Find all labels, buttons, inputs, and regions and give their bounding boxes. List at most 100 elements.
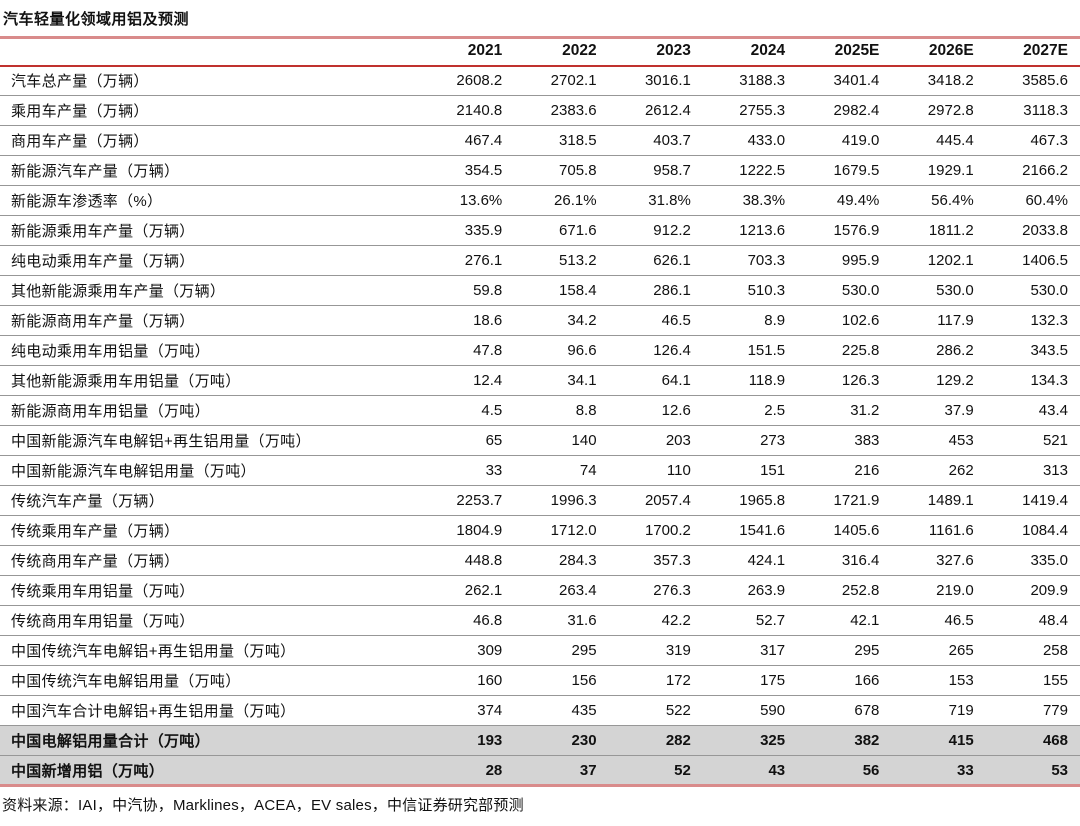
value-cell: 912.2 bbox=[608, 215, 703, 246]
value-cell: 273 bbox=[702, 425, 798, 456]
value-cell: 151.5 bbox=[702, 335, 798, 366]
table-row: 传统乘用车用铝量（万吨） 262.1 263.4 276.3 263.9 252.8 219… bbox=[0, 575, 1080, 606]
value-cell: 1804.9 bbox=[420, 515, 515, 546]
value-cell: 276.1 bbox=[420, 245, 515, 276]
value-cell: 1161.6 bbox=[891, 515, 986, 546]
row-label: 纯电动乘用车用铝量（万吨） bbox=[0, 335, 420, 366]
value-cell: 219.0 bbox=[891, 575, 986, 606]
value-cell: 33 bbox=[891, 755, 986, 786]
value-cell: 26.1% bbox=[514, 185, 609, 216]
value-cell: 1084.4 bbox=[985, 515, 1080, 546]
row-label: 传统汽车产量（万辆） bbox=[0, 485, 420, 516]
value-cell: 522 bbox=[608, 695, 703, 726]
value-cell: 42.2 bbox=[608, 605, 703, 636]
value-cell: 327.6 bbox=[891, 545, 986, 576]
value-cell: 53 bbox=[985, 755, 1080, 786]
value-cell: 8.8 bbox=[514, 395, 609, 426]
row-label: 新能源商用车用铝量（万吨） bbox=[0, 395, 420, 426]
value-cell: 678 bbox=[797, 695, 892, 726]
value-cell: 65 bbox=[420, 425, 515, 456]
value-cell: 958.7 bbox=[608, 155, 703, 186]
value-cell: 37 bbox=[514, 755, 609, 786]
year-header: 2027E bbox=[985, 37, 1080, 67]
row-label: 中国新增用铝（万吨） bbox=[0, 755, 420, 786]
value-cell: 309 bbox=[420, 635, 515, 666]
value-cell: 13.6% bbox=[420, 185, 515, 216]
row-label: 中国新能源汽车电解铝用量（万吨） bbox=[0, 455, 420, 486]
value-cell: 31.6 bbox=[514, 605, 609, 636]
value-cell: 1406.5 bbox=[985, 245, 1080, 276]
value-cell: 129.2 bbox=[891, 365, 986, 396]
value-cell: 2608.2 bbox=[420, 65, 515, 96]
value-cell: 96.6 bbox=[514, 335, 609, 366]
source-note: 资料来源：IAI，中汽协，Marklines，ACEA，EV sales，中信证… bbox=[2, 797, 524, 814]
value-cell: 510.3 bbox=[702, 275, 798, 306]
value-cell: 230 bbox=[514, 725, 609, 756]
value-cell: 335.9 bbox=[420, 215, 515, 246]
value-cell: 3401.4 bbox=[797, 65, 892, 96]
value-cell: 59.8 bbox=[420, 275, 515, 306]
value-cell: 43 bbox=[702, 755, 798, 786]
value-cell: 319 bbox=[608, 635, 703, 666]
table-row: 其他新能源乘用车用铝量（万吨） 12.4 34.1 64.1 118.9 126.3 129… bbox=[0, 365, 1080, 396]
value-cell: 295 bbox=[797, 635, 892, 666]
row-label: 新能源商用车产量（万辆） bbox=[0, 305, 420, 336]
table-row: 中国传统汽车电解铝+再生铝用量（万吨） 309 295 319 317 295 265 258 bbox=[0, 635, 1080, 666]
value-cell: 424.1 bbox=[702, 545, 798, 576]
value-cell: 110 bbox=[608, 455, 703, 486]
summary-row: 中国新增用铝（万吨） 28 37 52 43 56 33 53 bbox=[0, 755, 1080, 786]
value-cell: 316.4 bbox=[797, 545, 892, 576]
value-cell: 703.3 bbox=[702, 245, 798, 276]
value-cell: 118.9 bbox=[702, 365, 798, 396]
value-cell: 34.2 bbox=[514, 305, 609, 336]
row-label: 新能源车渗透率（%） bbox=[0, 185, 420, 216]
value-cell: 60.4% bbox=[985, 185, 1080, 216]
value-cell: 995.9 bbox=[797, 245, 892, 276]
row-label: 传统乘用车产量（万辆） bbox=[0, 515, 420, 546]
row-label: 中国电解铝用量合计（万吨） bbox=[0, 725, 420, 756]
value-cell: 1419.4 bbox=[985, 485, 1080, 516]
row-label: 其他新能源乘用车用铝量（万吨） bbox=[0, 365, 420, 396]
value-cell: 295 bbox=[514, 635, 609, 666]
value-cell: 282 bbox=[608, 725, 703, 756]
value-cell: 4.5 bbox=[420, 395, 515, 426]
table-row: 汽车总产量（万辆） 2608.2 2702.1 3016.1 3188.3 3401.4 3… bbox=[0, 65, 1080, 96]
row-label: 纯电动乘用车产量（万辆） bbox=[0, 245, 420, 276]
value-cell: 590 bbox=[702, 695, 798, 726]
value-cell: 155 bbox=[985, 665, 1080, 696]
value-cell: 263.4 bbox=[514, 575, 609, 606]
value-cell: 1721.9 bbox=[797, 485, 892, 516]
value-cell: 28 bbox=[420, 755, 515, 786]
value-cell: 705.8 bbox=[514, 155, 609, 186]
table-row: 商用车产量（万辆） 467.4 318.5 403.7 433.0 419.0 445.4 4… bbox=[0, 125, 1080, 156]
value-cell: 2140.8 bbox=[420, 95, 515, 126]
row-label: 传统商用车用铝量（万吨） bbox=[0, 605, 420, 636]
table-row: 新能源商用车用铝量（万吨） 4.5 8.8 12.6 2.5 31.2 37.9 43.4 bbox=[0, 395, 1080, 426]
value-cell: 3418.2 bbox=[891, 65, 986, 96]
value-cell: 37.9 bbox=[891, 395, 986, 426]
table-row: 中国汽车合计电解铝+再生铝用量（万吨） 374 435 522 590 678 719 779 bbox=[0, 695, 1080, 726]
header-row: 2021 2022 2023 2024 2025E 2026E 2027E bbox=[0, 37, 1080, 67]
value-cell: 3585.6 bbox=[985, 65, 1080, 96]
value-cell: 530.0 bbox=[797, 275, 892, 306]
value-cell: 12.6 bbox=[608, 395, 703, 426]
value-cell: 74 bbox=[514, 455, 609, 486]
value-cell: 530.0 bbox=[985, 275, 1080, 306]
value-cell: 64.1 bbox=[608, 365, 703, 396]
value-cell: 263.9 bbox=[702, 575, 798, 606]
value-cell: 153 bbox=[891, 665, 986, 696]
table-row: 中国新能源汽车电解铝用量（万吨） 33 74 110 151 216 262 313 bbox=[0, 455, 1080, 486]
row-label: 商用车产量（万辆） bbox=[0, 125, 420, 156]
table-row: 新能源商用车产量（万辆） 18.6 34.2 46.5 8.9 102.6 117.9 132… bbox=[0, 305, 1080, 336]
value-cell: 719 bbox=[891, 695, 986, 726]
value-cell: 193 bbox=[420, 725, 515, 756]
value-cell: 252.8 bbox=[797, 575, 892, 606]
value-cell: 2383.6 bbox=[514, 95, 609, 126]
value-cell: 779 bbox=[985, 695, 1080, 726]
value-cell: 530.0 bbox=[891, 275, 986, 306]
value-cell: 262.1 bbox=[420, 575, 515, 606]
value-cell: 284.3 bbox=[514, 545, 609, 576]
year-header: 2024 bbox=[702, 37, 798, 67]
value-cell: 2702.1 bbox=[514, 65, 609, 96]
year-header: 2022 bbox=[514, 37, 609, 67]
